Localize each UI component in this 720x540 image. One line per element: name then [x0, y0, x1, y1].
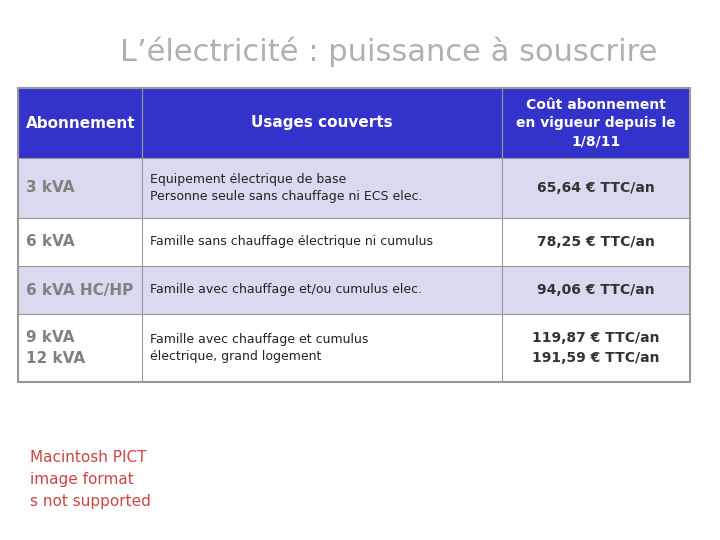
Text: 94,06 € TTC/an: 94,06 € TTC/an	[537, 283, 654, 297]
Text: 78,25 € TTC/an: 78,25 € TTC/an	[537, 235, 655, 249]
Text: Usages couverts: Usages couverts	[251, 116, 393, 131]
Text: Famille avec chauffage et/ou cumulus elec.: Famille avec chauffage et/ou cumulus ele…	[150, 284, 423, 296]
Text: 65,64 € TTC/an: 65,64 € TTC/an	[537, 181, 654, 195]
Text: Famille sans chauffage électrique ni cumulus: Famille sans chauffage électrique ni cum…	[150, 235, 433, 248]
Bar	[18, 314, 690, 382]
Text: s not supported: s not supported	[30, 494, 151, 509]
Text: Famille avec chauffage et cumulus
électrique, grand logement: Famille avec chauffage et cumulus électr…	[150, 333, 369, 363]
Text: Equipement électrique de base
Personne seule sans chauffage ni ECS elec.: Equipement électrique de base Personne s…	[150, 173, 423, 203]
Bar	[18, 158, 690, 218]
Text: L’électricité : puissance à souscrire: L’électricité : puissance à souscrire	[120, 37, 657, 68]
Text: 119,87 € TTC/an
191,59 € TTC/an: 119,87 € TTC/an 191,59 € TTC/an	[532, 331, 660, 364]
Text: Coût abonnement
en vigueur depuis le
1/8/11: Coût abonnement en vigueur depuis le 1/8…	[516, 98, 676, 148]
Text: 9 kVA
12 kVA: 9 kVA 12 kVA	[26, 330, 85, 366]
Text: image format: image format	[30, 472, 134, 487]
Bar	[18, 266, 690, 314]
Text: 3 kVA: 3 kVA	[26, 180, 74, 195]
Text: Macintosh PICT: Macintosh PICT	[30, 450, 146, 465]
Bar	[18, 88, 690, 382]
Bar	[18, 218, 690, 266]
Text: Abonnement: Abonnement	[26, 116, 135, 131]
Bar	[18, 88, 690, 158]
Text: 6 kVA HC/HP: 6 kVA HC/HP	[26, 282, 133, 298]
Text: 6 kVA: 6 kVA	[26, 234, 75, 249]
